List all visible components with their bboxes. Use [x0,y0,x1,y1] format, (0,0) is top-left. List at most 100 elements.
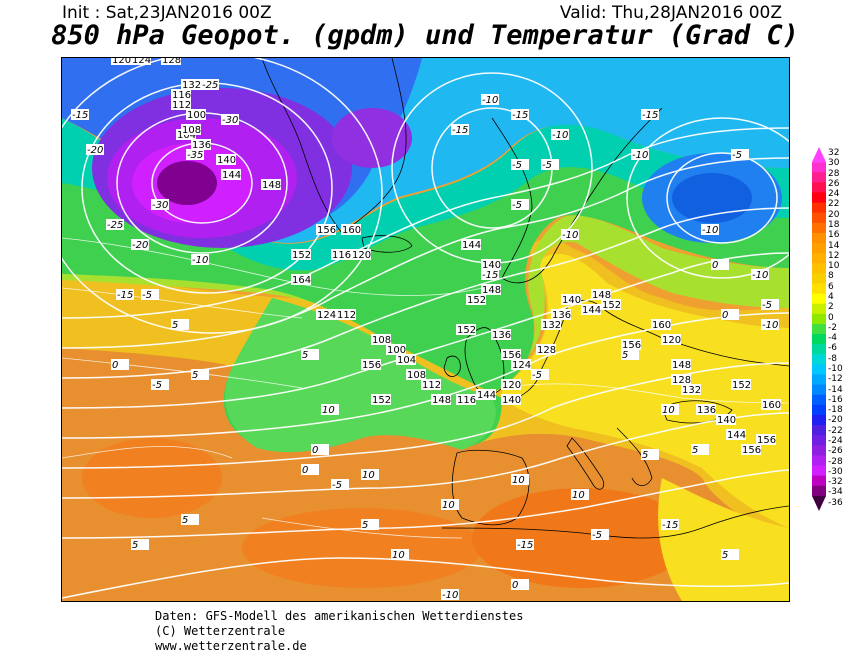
geopotential-label-bg [461,239,481,250]
temperature-label: -15 [662,520,678,531]
geopotential-label: 116 [332,250,351,261]
colorbar-tick-label: 10 [828,261,840,272]
geopotential-label: 120 [352,250,371,261]
geopotential-label-bg [581,304,601,315]
temperature-label: 10 [572,490,585,501]
geopotential-label: 128 [672,375,691,386]
temperature-label-bg [631,149,649,160]
temperature-label-bg [361,469,379,480]
temperature-label: 10 [662,405,675,416]
temperature-label: -5 [512,200,522,211]
geopotential-label: 100 [387,345,406,356]
geopotential-label: 108 [407,370,426,381]
temperature-label-bg [511,159,529,170]
temperature-label-bg [661,404,679,415]
temperature-label-bg [621,349,639,360]
geopotential-label-bg [491,329,511,340]
temperature-label: 10 [322,405,335,416]
temperature-label: 10 [392,550,405,561]
temperature-label-bg [116,289,134,300]
geopotential-label: 160 [342,225,361,236]
geopotential-label-bg [291,249,311,260]
temperature-label-bg [221,114,239,125]
colorbar-swatch [812,243,826,254]
colorbar-tick-label: 6 [828,281,834,292]
temperature-label-bg [511,579,529,590]
colorbar-swatch [812,182,826,193]
geopotential-label-bg [456,394,476,405]
temperature-label: 0 [722,310,728,321]
colorbar-swatch [812,435,826,446]
geopotential-label-bg [421,379,441,390]
footer-url[interactable]: www.wetterzentrale.de [155,639,307,653]
geopotential-label-bg [501,349,521,360]
colorbar-tick-label: -14 [828,384,843,395]
temperature-label-bg [591,529,609,540]
weather-map: 120 124 128 132 116 112 104 100 108 136 140 144 148 1… [61,57,790,602]
geopotential-label-bg [371,334,391,345]
temperature-labels: -15 -20 -25 -30 -35 -25 -30 -20 -15 -10 -5 -15 -10 -5… [71,79,779,601]
temperature-label: 5 [302,350,308,361]
geopotential-label: 116 [172,90,191,101]
temperature-colorbar [812,147,826,511]
temperature-label: 5 [622,350,628,361]
geopotential-label: 144 [222,170,241,181]
colorbar-swatch [812,263,826,274]
temperature-label-bg [531,369,549,380]
temperature-field [62,58,789,601]
colorbar-tick-label: -2 [828,322,837,333]
geopotential-label: 140 [562,295,581,306]
temperature-label-bg [481,269,499,280]
geopotential-label-bg [671,374,691,385]
geopotential-label-bg [726,429,746,440]
colorbar-tick-label: 18 [828,220,840,230]
temperature-label: -20 [132,240,148,251]
geopotential-label: 112 [337,310,356,321]
geopotential-label: 108 [182,125,201,136]
geopotential-label: 144 [582,305,601,316]
colorbar-swatch [812,364,826,376]
temperature-label: -15 [117,290,133,301]
temperature-label: -5 [592,530,602,541]
geopotential-label: 156 [502,350,521,361]
geopotential-label: 156 [622,340,641,351]
temperature-label-bg [751,269,769,280]
colorbar-tick-label: 8 [828,271,834,282]
colorbar-tick-label: -26 [828,446,843,457]
geopotential-label-bg [511,359,531,370]
colorbar-tick-label: -8 [828,353,837,364]
colorbar-swatch [812,303,826,315]
colorbar-swatch [812,485,826,497]
temperature-label: -5 [332,480,342,491]
geopotential-label-bg [316,224,336,235]
temperature-label: -30 [222,115,238,126]
temperature-label-bg [131,239,149,250]
geopotential-label: 124 [132,58,151,66]
temperature-label-bg [691,444,709,455]
temperature-label: 5 [172,320,178,331]
geopotential-label: 156 [757,435,776,446]
temperature-label: -10 [552,130,568,141]
temperature-label: 5 [192,370,198,381]
colorbar-tick-label: -16 [828,394,843,405]
geopotential-label-bg [671,359,691,370]
temperature-label-bg [441,589,459,600]
temperature-label-bg [511,109,529,120]
temperature-label-bg [641,449,659,460]
geopotential-label-bg [221,169,241,180]
temperature-label: 5 [182,515,188,526]
map-title: 850 hPa Geopot. (gpdm) und Temperatur (G… [51,20,799,51]
colorbar-swatch [812,172,826,183]
geopotential-label: 160 [762,400,781,411]
geopotential-label-bg [351,249,371,260]
temperature-label: 0 [112,360,118,371]
geopotential-label: 136 [192,140,211,151]
colorbar-swatch [812,253,826,264]
temperature-label-bg [301,349,319,360]
temperature-label: -10 [762,320,778,331]
geopotential-label: 152 [457,325,476,336]
colorbar-tick-label: 30 [828,158,840,169]
temperature-label-bg [131,539,149,550]
temperature-label: -25 [202,80,218,91]
colorbar-tick-label: 2 [828,302,834,313]
